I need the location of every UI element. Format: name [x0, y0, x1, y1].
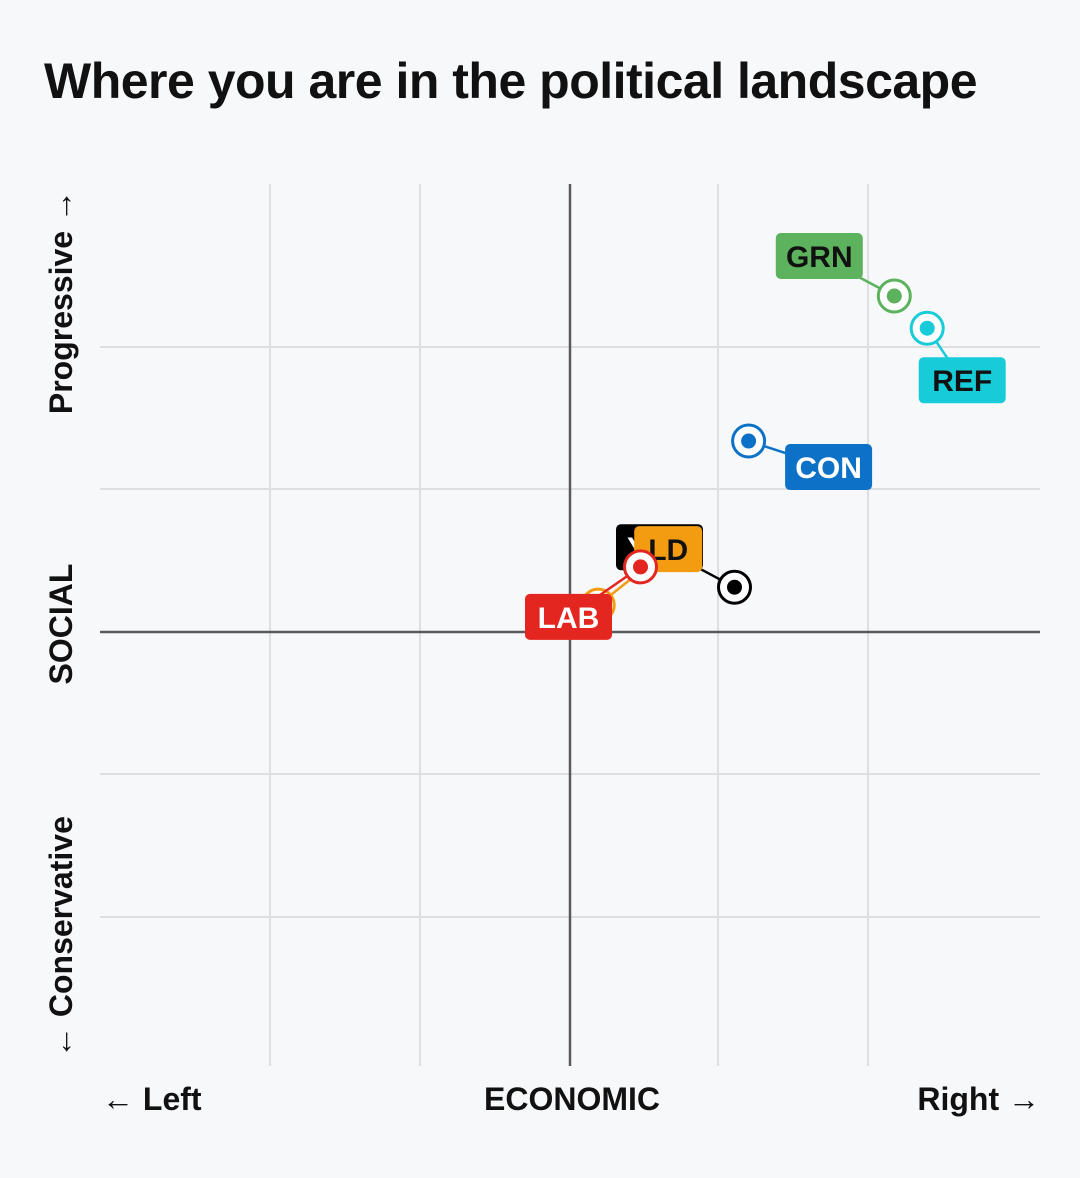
y-bottom-label: ← Conservative	[43, 816, 79, 1058]
x-left-label: ← Left	[102, 1081, 202, 1117]
x-right-label: Right →	[917, 1081, 1040, 1117]
chart-title: Where you are in the political landscape	[44, 53, 978, 109]
label-box-grn	[775, 233, 863, 279]
y-axis-label: SOCIAL	[43, 564, 79, 685]
marker-dot-lab	[633, 559, 648, 575]
label-lab: LAB	[538, 602, 600, 635]
label-ref: REF	[932, 365, 992, 398]
label-box-lab	[525, 593, 612, 640]
marker-dot-ref	[919, 320, 935, 336]
point-lab: LAB	[525, 549, 658, 640]
label-box-ref	[918, 357, 1006, 404]
point-grn: GRN	[775, 233, 912, 314]
label-con: CON	[795, 452, 862, 485]
point-ref: REF	[909, 310, 1006, 404]
point-con: CON	[731, 423, 873, 491]
marker-dot-con	[741, 433, 757, 449]
marker-dot-you	[727, 579, 742, 595]
data-points: GRNYOULDLABCONREF	[525, 233, 1006, 640]
label-box-con	[785, 444, 873, 491]
x-axis-label: ECONOMIC	[484, 1081, 660, 1117]
label-grn: GRN	[786, 241, 853, 274]
marker-dot-grn	[886, 288, 902, 304]
y-top-label: Progressive →	[43, 190, 79, 414]
